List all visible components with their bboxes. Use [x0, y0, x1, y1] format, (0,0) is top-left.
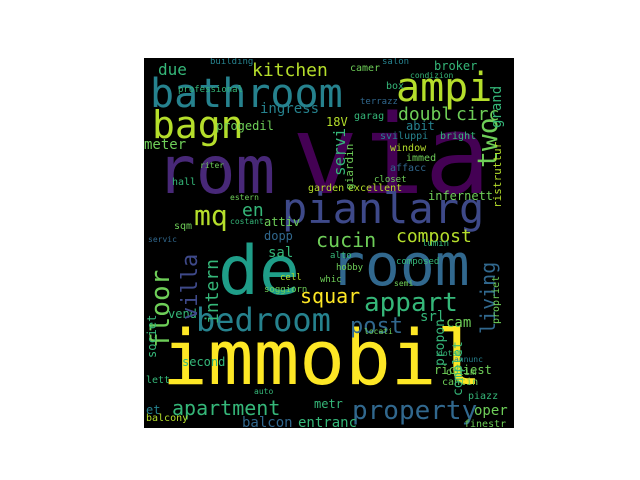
word-lumin: lumin: [422, 240, 449, 249]
word-lett: lett: [146, 376, 170, 386]
word-property: property: [352, 398, 477, 424]
word-garag: garag: [354, 112, 384, 122]
word-professional: professional: [178, 86, 243, 95]
word-second: second: [182, 356, 225, 368]
word-camer: camer: [350, 64, 380, 74]
word-salon: salon: [382, 58, 409, 67]
word-finestr: finestr: [464, 420, 506, 428]
word-cam: cam: [446, 316, 471, 330]
word-closet: closet: [374, 176, 407, 185]
word-oper: oper: [474, 404, 508, 418]
word-entranc: entranc: [298, 416, 357, 428]
word-affacc: affacc: [390, 164, 426, 174]
word-attiv: attiv: [264, 216, 300, 228]
word-due: due: [158, 62, 187, 78]
word-grand: grand: [490, 86, 504, 128]
word-servic: servic: [148, 236, 177, 244]
word-squar: squar: [300, 286, 360, 306]
word-rtv: 18V: [326, 116, 348, 128]
word-excellent: excellent: [348, 184, 402, 194]
word-ristrutturat: ristruttur: [492, 142, 503, 208]
word-riter: riter: [200, 162, 224, 170]
word-meter: meter: [144, 138, 186, 152]
word-ingress: ingress: [260, 102, 319, 116]
word-auto: auto: [254, 388, 273, 396]
word-dopp: dopp: [264, 230, 293, 242]
word-propon: propon: [434, 319, 447, 366]
word-sviluppi: sviluppi: [380, 132, 428, 142]
word-semi: semi: [394, 280, 413, 288]
word-infernett: infernett: [428, 190, 493, 202]
word-sal: sal: [268, 246, 293, 260]
word-terrazz: terrazz: [360, 98, 398, 107]
word-balcony: balcony: [146, 414, 188, 424]
word-building: building: [210, 58, 253, 67]
word-soggiorn: soggiorn: [264, 286, 307, 295]
word-condizion: condizion: [410, 72, 453, 80]
word-complet: complet: [452, 341, 465, 396]
word-costant: costant: [230, 218, 264, 226]
word-sqm: sqm: [174, 222, 192, 232]
word-metr: metr: [314, 398, 343, 410]
word-societ: societ: [146, 315, 158, 358]
word-intern: intern: [204, 259, 222, 324]
word-cell: cell: [280, 274, 302, 283]
word-balcon: balcon: [242, 416, 293, 428]
word-piazz: piazz: [468, 392, 498, 402]
word-mq: mq: [194, 202, 228, 230]
word-progedil: progedil: [216, 120, 274, 132]
word-giardin: giardin: [344, 144, 355, 190]
word-kitchen: kitchen: [252, 62, 328, 80]
word-estern: estern: [230, 194, 259, 202]
word-hall: hall: [172, 178, 196, 188]
word-hobby: hobby: [336, 264, 363, 273]
word-locati: locati: [364, 328, 393, 336]
word-villa: villa: [180, 254, 202, 320]
word-cucin: cucin: [316, 230, 376, 250]
word-whic: whic: [320, 276, 342, 285]
word-composed: composed: [396, 258, 439, 267]
word-propriet: propriet: [492, 276, 502, 324]
word-alto: alto: [330, 252, 352, 261]
word-garden: garden: [308, 184, 344, 194]
word-cloud: rom via immobil de room pianlarg bathroo…: [144, 58, 514, 428]
word-box: box: [386, 82, 404, 92]
